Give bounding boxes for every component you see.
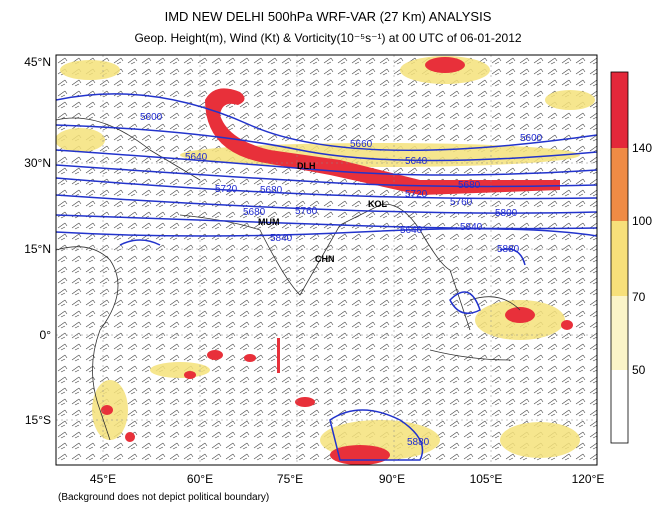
lon-labels: 45°E 60°E 75°E 90°E 105°E 120°E xyxy=(90,472,604,486)
title: IMD NEW DELHI 500hPa WRF-VAR (27 Km) ANA… xyxy=(165,9,492,24)
contour-label: 5840 xyxy=(270,233,293,244)
contour-label: 5600 xyxy=(140,112,163,123)
city-label: KOL xyxy=(368,199,388,209)
colorbar-segment xyxy=(611,370,628,443)
contour-label: 5720 xyxy=(215,184,238,195)
lat-label: 45°N xyxy=(24,55,51,69)
colorbar-label: 50 xyxy=(632,363,646,377)
contour-label: 5840 xyxy=(460,222,483,233)
lon-label: 45°E xyxy=(90,472,116,486)
map-frame xyxy=(55,54,598,466)
contour-label: 5880 xyxy=(407,437,430,448)
contour-label: 5760 xyxy=(450,197,473,208)
contour-label: 5660 xyxy=(350,139,373,150)
contour-label: 5600 xyxy=(520,133,543,144)
contour-label: 5640 xyxy=(185,152,208,163)
lon-label: 105°E xyxy=(470,472,503,486)
colorbar: 140 100 70 50 xyxy=(610,71,652,444)
colorbar-segment xyxy=(611,72,628,148)
city-label: CHN xyxy=(315,254,335,264)
contour-label: 5880 xyxy=(497,244,520,255)
colorbar-segment xyxy=(611,148,628,221)
lat-label: 15°N xyxy=(24,242,51,256)
contour-label: 5680 xyxy=(458,180,481,191)
colorbar-label: 100 xyxy=(632,214,652,228)
lon-label: 120°E xyxy=(572,472,605,486)
colorbar-frame xyxy=(610,71,629,444)
contour-label: 5720 xyxy=(405,189,428,200)
contour-label: 5680 xyxy=(260,185,283,196)
contour-label: 5640 xyxy=(405,156,428,167)
lon-label: 90°E xyxy=(379,472,405,486)
colorbar-label: 70 xyxy=(632,290,646,304)
lon-label: 75°E xyxy=(277,472,303,486)
vorticity-red xyxy=(277,338,280,373)
colorbar-segment xyxy=(611,221,628,296)
footnote: (Background does not depict political bo… xyxy=(58,492,269,503)
height-contours xyxy=(56,93,597,461)
contour-label: 5760 xyxy=(295,206,318,217)
lat-labels: 45°N 30°N 15°N 0° 15°S xyxy=(24,55,51,427)
colorbar-segment xyxy=(611,296,628,370)
city-label: DLH xyxy=(297,161,316,171)
lat-label: 0° xyxy=(40,328,52,342)
lat-label: 30°N xyxy=(24,156,51,170)
wind-barbs xyxy=(56,55,597,465)
map-area xyxy=(56,55,597,465)
contour-label: 5680 xyxy=(243,207,266,218)
subtitle: Geop. Height(m), Wind (Kt) & Vorticity(1… xyxy=(134,31,521,45)
contour-label: 5640 xyxy=(400,225,423,236)
contour-label: 5800 xyxy=(495,208,518,219)
colorbar-label: 140 xyxy=(632,141,652,155)
cities: DLH KOL MUM CHN xyxy=(258,161,388,264)
city-label: MUM xyxy=(258,217,280,227)
lon-label: 60°E xyxy=(187,472,213,486)
lat-label: 15°S xyxy=(25,413,51,427)
contour-labels: 5600 5640 5660 5600 5640 5680 5720 5680 … xyxy=(140,112,543,448)
